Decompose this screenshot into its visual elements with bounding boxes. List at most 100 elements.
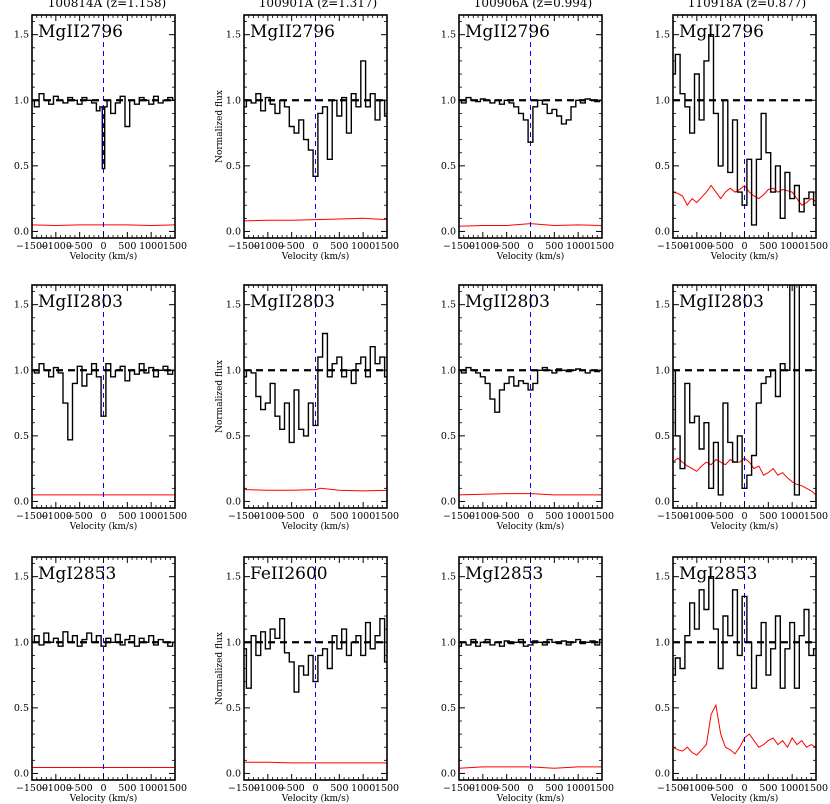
panel-6: −1500−1000−500 0 500 1000 1500 0.0 0.5 1.0 1.5 Ve… (215, 284, 399, 532)
x-axis-label: Velocity (km/s) (281, 521, 349, 532)
flux-spectrum (673, 34, 816, 226)
x-tick-label: 500 (330, 783, 348, 794)
y-tick-label: 0.0 (226, 226, 241, 237)
x-tick-label: −500 (708, 241, 734, 252)
x-axis-label: Velocity (km/s) (710, 793, 778, 804)
transition-label: MgII2796 (38, 22, 123, 42)
flux-spectrum (32, 93, 175, 170)
x-tick-label: −1500 (16, 511, 48, 522)
y-tick-label: 0.0 (441, 226, 456, 237)
x-tick-label: 0 (741, 783, 747, 794)
transition-label: MgII2796 (679, 22, 764, 42)
x-tick-label: −1000 (40, 511, 72, 522)
flux-spectrum (459, 96, 602, 143)
x-tick-label: 500 (545, 241, 563, 252)
x-tick-label: 1000 (139, 783, 163, 794)
column-title-3: 100906A (z=0.994) (474, 0, 592, 10)
y-tick-label: 1.0 (226, 365, 241, 376)
transition-label: FeII2600 (250, 564, 328, 584)
y-tick-label: 0.5 (441, 431, 456, 442)
x-axis-label: Velocity (km/s) (69, 251, 137, 262)
x-tick-label: −1000 (681, 783, 713, 794)
x-tick-label: 1000 (780, 241, 804, 252)
x-tick-label: −500 (494, 241, 520, 252)
y-tick-label: 0.5 (14, 703, 29, 714)
x-tick-label: 0 (312, 241, 318, 252)
x-tick-label: −500 (67, 783, 93, 794)
y-axis-label: Normalized flux (215, 360, 225, 433)
x-axis-label: Velocity (km/s) (710, 251, 778, 262)
x-tick-label: −1500 (443, 783, 475, 794)
panel-11: −1500−1000−500 0 500 1000 1500 0.0 0.5 1.0 1.5 Ve… (441, 556, 614, 804)
x-tick-label: −1500 (228, 783, 260, 794)
y-tick-label: 1.0 (655, 365, 670, 376)
x-tick-label: 500 (118, 511, 136, 522)
panel-12: −1500−1000−500 0 500 1000 1500 0.0 0.5 1.0 1.5 Ve… (655, 556, 828, 804)
y-tick-label: 0.0 (14, 768, 29, 779)
x-tick-label: 1500 (375, 511, 399, 522)
x-tick-label: −1500 (657, 783, 689, 794)
x-tick-label: 500 (545, 783, 563, 794)
panel-2: −1500−1000−500 0 500 1000 1500 0.0 0.5 1.0 1.5 Ve… (215, 14, 399, 262)
x-tick-label: −1000 (252, 241, 284, 252)
x-tick-label: 1500 (163, 241, 187, 252)
x-tick-label: 1000 (139, 511, 163, 522)
x-tick-label: −1500 (657, 511, 689, 522)
y-tick-label: 0.5 (441, 703, 456, 714)
x-tick-label: 0 (100, 511, 106, 522)
x-axis-label: Velocity (km/s) (281, 793, 349, 804)
x-tick-label: 0 (741, 511, 747, 522)
x-tick-label: −500 (708, 783, 734, 794)
y-tick-label: 0.5 (655, 161, 670, 172)
y-tick-label: 1.0 (655, 637, 670, 648)
transition-label: MgII2803 (465, 292, 550, 312)
y-tick-label: 1.5 (655, 30, 670, 41)
flux-spectrum (244, 618, 387, 693)
x-tick-label: −1000 (467, 241, 499, 252)
x-tick-label: 500 (118, 241, 136, 252)
x-tick-label: 1500 (590, 511, 614, 522)
x-tick-label: 1500 (590, 241, 614, 252)
x-tick-label: −1000 (467, 511, 499, 522)
panel-grid: −1500−1000−500 0 500 1000 15000.00.51.01.5Ve… (14, 14, 828, 804)
x-tick-label: 500 (545, 511, 563, 522)
panel-7: −1500−1000−500 0 500 1000 1500 0.0 0.5 1.0 1.5 Ve… (441, 284, 614, 532)
y-tick-label: 1.0 (14, 95, 29, 106)
x-tick-label: 1500 (163, 783, 187, 794)
x-tick-label: −1500 (228, 511, 260, 522)
panel-9: −1500−1000−500 0 500 1000 1500 0.0 0.5 1.0 1.5 Ve… (14, 556, 187, 804)
x-tick-label: 0 (527, 783, 533, 794)
x-tick-label: 1000 (351, 241, 375, 252)
y-tick-label: 1.5 (14, 300, 29, 311)
y-tick-label: 1.5 (655, 300, 670, 311)
transition-label: MgII2803 (38, 292, 123, 312)
x-tick-label: 500 (759, 511, 777, 522)
panel-5: −1500−1000−500 0 500 1000 1500 0.0 0.5 1.0 1.5 Ve… (14, 284, 187, 532)
y-tick-label: 0.5 (226, 703, 241, 714)
flux-spectrum (673, 576, 816, 689)
x-tick-label: 500 (330, 511, 348, 522)
y-tick-label: 0.5 (14, 431, 29, 442)
x-tick-label: −1000 (252, 783, 284, 794)
transition-label: MgII2796 (250, 22, 335, 42)
y-tick-label: 1.0 (14, 365, 29, 376)
x-tick-label: −1000 (40, 783, 72, 794)
x-tick-label: 0 (100, 241, 106, 252)
x-tick-label: 1500 (804, 783, 828, 794)
panel-1: −1500−1000−500 0 500 1000 1500 0.0 0.5 1.0 1.5 Ve… (14, 14, 187, 262)
y-tick-label: 1.5 (226, 30, 241, 41)
x-tick-label: 500 (759, 783, 777, 794)
panel-3: −1500−1000−500 0 500 1000 1500 0.0 0.5 1.0 1.5 Ve… (441, 14, 614, 262)
x-tick-label: 1500 (375, 783, 399, 794)
x-tick-label: −1000 (252, 511, 284, 522)
error-spectrum (244, 487, 387, 492)
y-tick-label: 0.0 (655, 226, 670, 237)
x-tick-label: −1000 (681, 241, 713, 252)
y-axis-label: Normalized flux (215, 90, 225, 163)
flux-spectrum (32, 363, 175, 441)
x-tick-label: −500 (67, 511, 93, 522)
y-tick-label: 0.0 (441, 496, 456, 507)
x-axis-label: Velocity (km/s) (496, 521, 564, 532)
x-tick-label: 1000 (780, 783, 804, 794)
transition-label: MgI2853 (38, 564, 116, 584)
